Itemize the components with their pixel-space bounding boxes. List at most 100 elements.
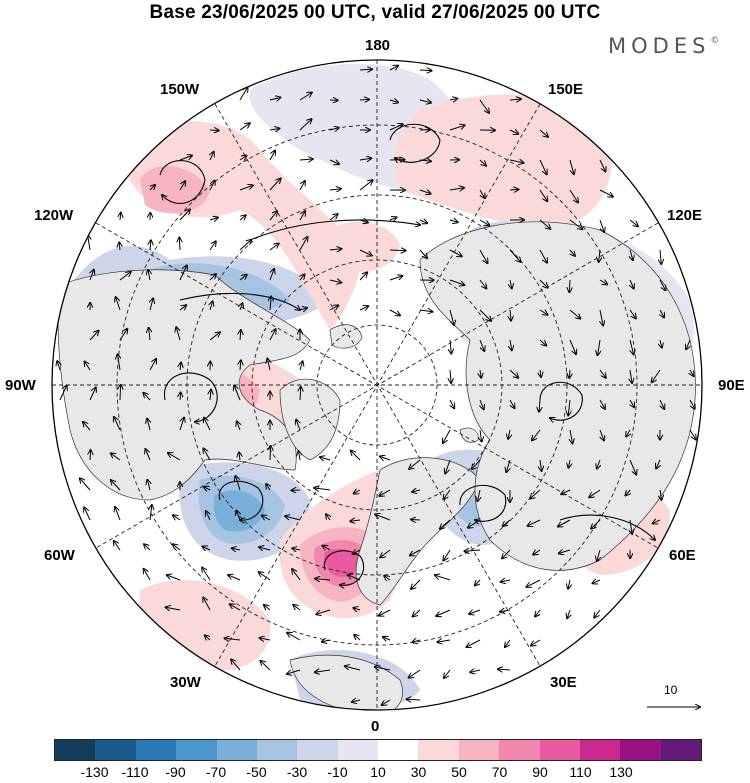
wind-arrow	[569, 309, 580, 319]
wind-arrow	[150, 298, 153, 311]
wind-arrow	[597, 459, 600, 469]
wind-arrow	[209, 218, 218, 221]
wind-arrow	[389, 250, 406, 251]
wind-arrow	[173, 544, 181, 551]
wind-arrow	[506, 459, 510, 472]
wind-arrow	[148, 270, 150, 281]
wind-arrow	[240, 360, 241, 371]
colorbar	[54, 739, 702, 761]
colorbar-tick-label: -70	[205, 764, 227, 780]
wind-vectors	[57, 66, 696, 705]
wind-arrow	[80, 478, 91, 491]
wind-arrow	[299, 93, 312, 101]
wind-arrow	[269, 179, 281, 191]
wind-arrow	[630, 339, 634, 354]
wind-arrow	[209, 274, 216, 281]
wind-arrow	[479, 339, 484, 351]
wind-arrow	[509, 160, 524, 163]
wind-arrow	[329, 128, 339, 130]
wind-arrow	[569, 189, 578, 203]
wind-arrow	[202, 547, 211, 551]
wind-arrow	[353, 550, 361, 554]
wind-arrow	[90, 450, 91, 461]
wind-arrow	[359, 249, 372, 256]
wind-arrow	[329, 189, 341, 190]
wind-arrow	[179, 305, 186, 310]
wind-arrow	[510, 279, 512, 288]
wind-arrow	[262, 516, 271, 521]
wind-arrow	[119, 272, 131, 281]
wind-arrow	[444, 669, 451, 678]
wind-arrow	[315, 579, 331, 580]
wind-arrow	[599, 219, 604, 232]
reference-vector-label: 10	[664, 683, 678, 697]
wind-arrow	[475, 579, 480, 586]
cyclone-stream	[218, 480, 264, 520]
wind-arrow	[532, 429, 541, 440]
wind-arrow	[539, 159, 547, 174]
wind-arrow	[469, 610, 481, 614]
wind-arrow	[143, 393, 151, 401]
wind-arrow	[659, 279, 666, 290]
wind-arrow	[419, 100, 431, 103]
colorbar-swatch	[135, 740, 177, 760]
wind-arrow	[509, 130, 518, 134]
wind-arrow	[660, 399, 664, 409]
wind-arrow	[299, 159, 313, 160]
wind-arrow	[353, 608, 361, 610]
wind-arrow	[449, 220, 458, 222]
wind-arrow	[380, 549, 391, 557]
wind-arrow	[505, 639, 511, 647]
colorbar-swatch	[620, 740, 661, 760]
colorbar-swatch	[539, 740, 580, 760]
wind-arrow	[232, 548, 241, 550]
wind-arrow	[539, 279, 548, 288]
colorbar-ticks: -130 -110 -90 -70 -50 -30 -10 10 30 50 70 90 110 130	[0, 764, 750, 783]
wind-arrow	[57, 361, 60, 371]
colorbar-tick-label: 30	[410, 764, 427, 780]
wind-arrow	[540, 459, 542, 471]
colorbar-swatch	[579, 740, 621, 760]
positive-anomaly-area	[395, 94, 612, 230]
wind-arrow	[630, 399, 634, 407]
wind-arrow	[150, 185, 155, 190]
wind-arrow	[300, 274, 305, 281]
wind-arrow	[180, 393, 181, 401]
lon-label-180: 180	[365, 37, 391, 54]
wind-arrow	[479, 159, 486, 166]
wind-arrow	[660, 309, 664, 317]
wind-arrow	[419, 70, 432, 71]
wind-arrow	[329, 249, 341, 250]
wind-arrow	[449, 279, 464, 285]
wind-arrow	[630, 279, 634, 289]
wind-arrow	[479, 219, 489, 225]
wind-arrow	[539, 219, 550, 229]
wind-arrow	[323, 546, 331, 550]
wind-arrow	[503, 519, 511, 526]
wind-arrow	[150, 240, 151, 251]
colorbar-swatch	[256, 740, 298, 760]
wind-arrow	[599, 399, 605, 409]
wind-arrow	[411, 520, 421, 521]
wind-arrow	[660, 339, 662, 348]
wind-arrow	[89, 331, 99, 341]
wind-arrow	[568, 579, 570, 589]
wind-arrow	[660, 489, 662, 500]
wind-arrow	[173, 515, 181, 520]
wind-arrow	[419, 190, 431, 194]
wind-arrow	[329, 214, 338, 221]
wind-arrow	[88, 235, 90, 251]
wind-arrow	[359, 69, 372, 70]
wind-arrow	[239, 275, 247, 281]
wind-arrow	[204, 418, 211, 431]
wind-arrow	[287, 669, 301, 674]
wind-arrow	[147, 419, 150, 431]
wind-arrow	[179, 266, 187, 281]
wind-arrow	[240, 303, 243, 311]
wind-arrow	[150, 505, 152, 521]
wind-arrow	[269, 98, 280, 101]
wind-arrow	[443, 429, 451, 443]
lon-label-120e: 120E	[667, 207, 703, 224]
wind-arrow	[239, 156, 246, 161]
colorbar-swatch	[499, 740, 540, 760]
